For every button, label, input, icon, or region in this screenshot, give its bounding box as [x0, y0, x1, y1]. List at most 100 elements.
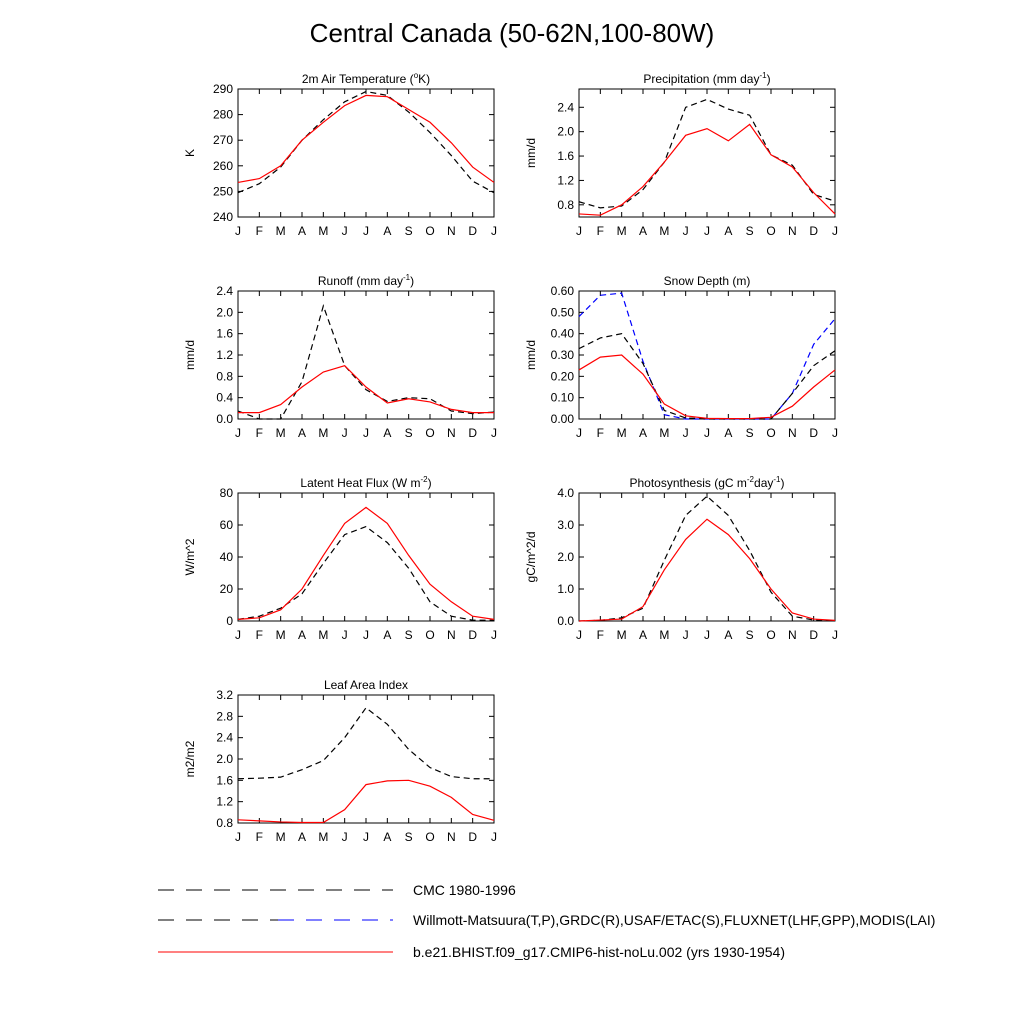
plot-area: Photosynthesis (gC m-2day-1)J F M A M J J A S O N D… [524, 475, 838, 642]
chart-runoff: Runoff (mm day-1)J F M A M J J A S O N D J0.00.40.81… [183, 273, 497, 440]
y-tick-label: 0.4 [216, 391, 233, 405]
x-tick-label: A [298, 426, 306, 440]
chart-lhf: Latent Heat Flux (W m-2)J F M A M J J A S O N D J020… [183, 475, 497, 642]
x-tick-label: J [235, 426, 241, 440]
x-tick-label: S [405, 224, 413, 238]
series-line-dashed-0 [237, 525, 494, 621]
series-line-dashed-1 [578, 333, 836, 420]
series-line-solid-1 [578, 518, 836, 622]
plot-frame [237, 492, 495, 622]
x-tick-label: J [704, 628, 710, 642]
y-axis-label: mm/d [524, 138, 538, 168]
y-tick-label: 0 [226, 614, 233, 628]
x-tick-label: S [405, 830, 413, 844]
x-tick-label: D [468, 224, 477, 238]
y-tick-label: 0.8 [216, 369, 233, 383]
plot-area: Snow Depth (m)J F M A M J J A S O N D J0.000.100.200… [524, 274, 838, 440]
y-tick-label: 240 [213, 210, 233, 224]
x-tick-label: J [832, 224, 838, 238]
x-tick-label: A [383, 224, 391, 238]
y-tick-label: 0.50 [551, 305, 575, 319]
y-tick-label: 270 [213, 133, 233, 147]
series-line-solid-2 [578, 354, 836, 420]
x-tick-label: J [704, 224, 710, 238]
x-tick-label: F [597, 426, 604, 440]
x-tick-label: A [724, 426, 732, 440]
series-line-solid-1 [237, 506, 495, 620]
x-tick-label: M [659, 628, 669, 642]
x-tick-label: J [576, 224, 582, 238]
x-tick-label: S [405, 426, 413, 440]
y-tick-label: 0.40 [551, 327, 575, 341]
legend-line-dashed-black [158, 889, 393, 891]
x-tick-label: A [298, 830, 306, 844]
legend-item-model: b.e21.BHIST.f09_g17.CMIP6-hist-noLu.002 … [0, 942, 1024, 962]
y-tick-label: 0.8 [216, 816, 233, 830]
legend-line-dashed-black-blue [158, 919, 393, 921]
x-tick-label: M [659, 224, 669, 238]
x-tick-label: J [491, 224, 497, 238]
x-tick-label: A [383, 426, 391, 440]
y-axis-label: W/m^2 [183, 538, 197, 575]
x-tick-label: A [298, 628, 306, 642]
x-tick-label: N [788, 628, 797, 642]
x-tick-label: S [746, 426, 754, 440]
y-tick-label: 1.2 [216, 795, 233, 809]
x-tick-label: J [342, 224, 348, 238]
plot-frame [237, 88, 495, 218]
y-tick-label: 280 [213, 108, 233, 122]
plot-frame [578, 492, 836, 622]
x-tick-label: O [766, 426, 775, 440]
x-tick-label: J [235, 830, 241, 844]
series-line-dashed-0 [578, 98, 836, 209]
plot-area: 2m Air Temperature (oK)J F M A M J J A S O N D J2402… [183, 71, 497, 238]
y-axis-label: K [183, 149, 197, 157]
x-tick-label: A [639, 628, 647, 642]
plot-area: Latent Heat Flux (W m-2)J F M A M J J A S O N D J020… [183, 475, 497, 642]
y-tick-label: 0.60 [551, 284, 575, 298]
y-tick-label: 2.0 [557, 125, 574, 139]
x-tick-label: J [491, 628, 497, 642]
x-tick-label: F [256, 426, 263, 440]
series-line-solid-1 [238, 364, 494, 414]
x-tick-label: D [809, 628, 818, 642]
page-title: Central Canada (50-62N,100-80W) [309, 18, 715, 48]
x-tick-label: A [298, 224, 306, 238]
x-tick-label: J [342, 628, 348, 642]
x-tick-label: J [576, 628, 582, 642]
chart-title: Photosynthesis (gC m-2day-1) [630, 475, 785, 490]
x-tick-label: A [724, 628, 732, 642]
x-tick-label: M [318, 224, 328, 238]
chart-title: Runoff (mm day-1) [318, 273, 414, 288]
x-tick-label: O [766, 628, 775, 642]
x-tick-label: N [447, 426, 456, 440]
x-tick-label: J [683, 426, 689, 440]
x-tick-label: J [363, 426, 369, 440]
x-tick-label: M [617, 224, 627, 238]
x-tick-label: J [704, 426, 710, 440]
x-tick-label: F [256, 224, 263, 238]
x-tick-label: A [724, 224, 732, 238]
plot-frame [578, 88, 836, 218]
y-tick-label: 2.0 [557, 550, 574, 564]
x-tick-label: J [342, 426, 348, 440]
x-tick-label: J [683, 224, 689, 238]
plot-area: Precipitation (mm day-1)J F M A M J J A S O N D J0.8… [524, 71, 838, 238]
y-tick-label: 250 [213, 184, 233, 198]
x-tick-label: S [405, 628, 413, 642]
x-tick-label: M [318, 426, 328, 440]
chart-title: Snow Depth (m) [664, 274, 751, 288]
y-tick-label: 2.4 [557, 100, 574, 114]
x-tick-label: J [832, 628, 838, 642]
x-tick-label: J [342, 830, 348, 844]
y-axis-label: m2/m2 [183, 740, 197, 777]
x-tick-label: O [766, 224, 775, 238]
x-tick-label: N [788, 224, 797, 238]
y-tick-label: 1.6 [557, 149, 574, 163]
x-tick-label: J [363, 224, 369, 238]
x-tick-label: M [276, 224, 286, 238]
y-tick-label: 60 [220, 518, 234, 532]
y-tick-label: 0.0 [216, 412, 233, 426]
x-tick-label: N [447, 830, 456, 844]
